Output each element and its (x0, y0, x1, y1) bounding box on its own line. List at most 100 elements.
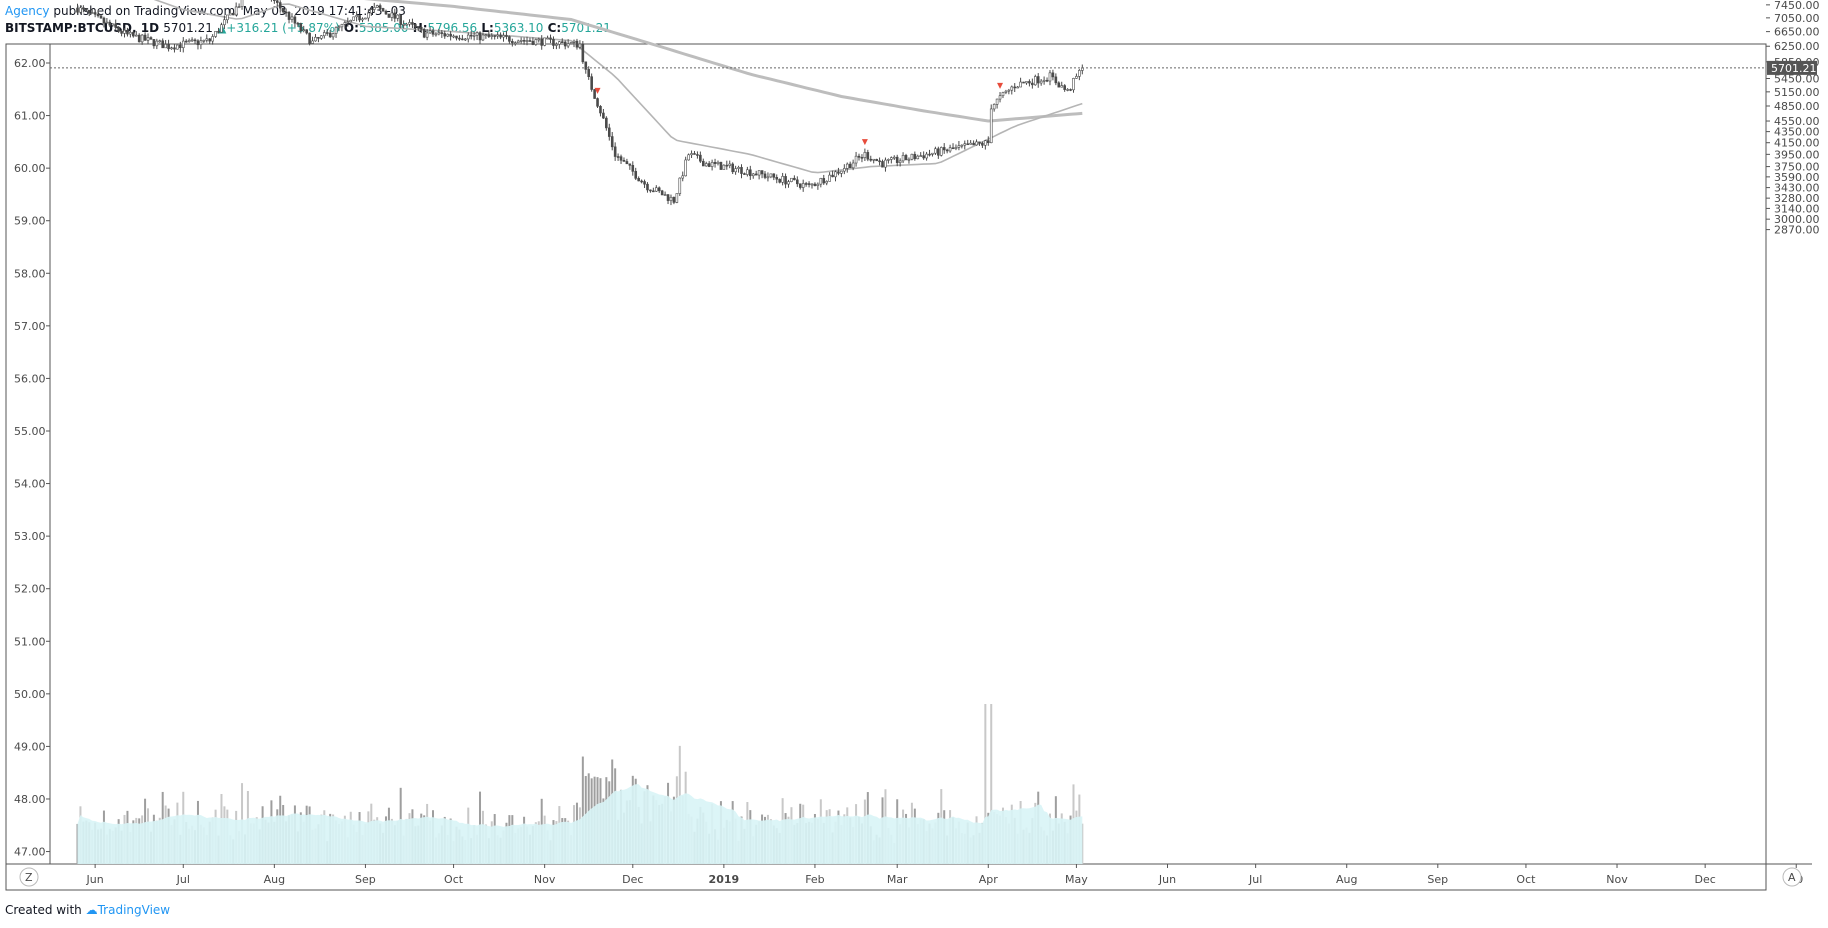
candle-body (290, 16, 294, 20)
close-value: 5701.21 (561, 21, 611, 35)
candle-body (819, 178, 823, 185)
candle-body (408, 22, 411, 25)
candle-body (176, 44, 179, 50)
candle-body (464, 38, 467, 41)
candle-body (913, 153, 917, 160)
candle-body (728, 163, 732, 166)
candle-body (469, 34, 473, 37)
candle-body (490, 35, 494, 37)
candle-body (167, 44, 170, 50)
candle-body (1004, 90, 1008, 93)
candle-body (710, 161, 714, 167)
auto-scale-button[interactable]: A (1782, 867, 1802, 887)
candle-body (522, 40, 526, 42)
candle-body (660, 190, 664, 196)
candle-body (340, 24, 344, 28)
candle-body (1028, 81, 1031, 84)
candle-body (513, 42, 517, 45)
candle-body (954, 147, 958, 149)
right-tick-label: 2870.00 (1774, 224, 1820, 237)
candle-body (149, 37, 153, 40)
left-tick-label: 51.00 (14, 635, 46, 648)
candle-body (1042, 79, 1046, 82)
candle-body (108, 21, 112, 26)
candle-body (875, 158, 878, 162)
candle-body (240, 0, 244, 7)
candle-body (807, 183, 811, 185)
candle-body (155, 40, 159, 47)
candle-body (1075, 76, 1078, 79)
candle-body (599, 105, 602, 114)
volume-bar (984, 704, 987, 864)
right-tick-label: 3430.00 (1774, 182, 1820, 195)
candle-body (699, 154, 702, 162)
candle-body (126, 29, 129, 35)
candle-body (534, 39, 538, 45)
candle-body (643, 181, 646, 185)
left-tick-label: 54.00 (14, 478, 46, 491)
author-link[interactable]: Agency (5, 4, 50, 18)
candle-body (199, 40, 203, 46)
candle-body (193, 39, 197, 42)
candle-body (120, 30, 123, 34)
candle-body (525, 40, 529, 42)
candle-body (1022, 81, 1025, 84)
left-tick-label: 57.00 (14, 320, 46, 333)
candle-body (76, 7, 79, 13)
candle-body (234, 6, 238, 16)
candle-body (1051, 72, 1055, 78)
candle-body (722, 164, 726, 170)
candle-body (140, 34, 144, 43)
time-tick-label: Jul (1248, 873, 1262, 886)
candle-body (281, 7, 285, 13)
candle-body (910, 153, 914, 160)
candle-body (998, 95, 1002, 100)
candle-body (649, 189, 652, 192)
candle-body (152, 39, 156, 47)
candle-body (417, 26, 420, 29)
candle-body (804, 183, 808, 185)
candle-body (760, 170, 764, 175)
candle-body (405, 23, 408, 26)
candle-body (916, 155, 920, 160)
candle-body (170, 47, 173, 50)
candle-body (984, 140, 987, 146)
candle-body (475, 32, 479, 36)
right-tick-label: 5150.00 (1774, 86, 1820, 99)
candle-body (528, 40, 532, 42)
candle-body (220, 24, 223, 33)
candle-body (361, 18, 364, 21)
candle-body (666, 194, 670, 201)
candle-body (85, 8, 88, 11)
tradingview-link[interactable]: TradingView (97, 903, 171, 917)
candle-body (831, 174, 834, 178)
time-tick-label: Aug (264, 873, 285, 886)
candle-body (440, 32, 444, 34)
candle-body (1063, 85, 1066, 90)
candle-body (90, 12, 94, 14)
candle-body (425, 32, 429, 38)
candle-body (939, 147, 943, 156)
candle-body (754, 173, 758, 176)
candle-body (531, 40, 535, 45)
candle-body (751, 173, 755, 177)
candle-body (187, 40, 191, 42)
candle-body (693, 153, 696, 155)
candle-body (652, 190, 655, 193)
candle-body (590, 76, 593, 90)
candle-body (687, 154, 690, 161)
auto-button-label: A (1788, 871, 1796, 884)
candle-body (296, 22, 300, 25)
candle-body (657, 187, 661, 192)
tradingview-logo-icon: ☁ (85, 903, 98, 917)
candle-body (123, 29, 126, 34)
candle-body (887, 159, 890, 161)
candle-body (299, 23, 303, 31)
candle-body (143, 34, 147, 41)
zoom-button[interactable]: Z (19, 867, 39, 887)
candle-body (358, 15, 361, 21)
left-tick-label: 47.00 (14, 846, 46, 859)
right-tick-label: 3590.00 (1774, 171, 1820, 184)
candle-body (496, 34, 499, 37)
